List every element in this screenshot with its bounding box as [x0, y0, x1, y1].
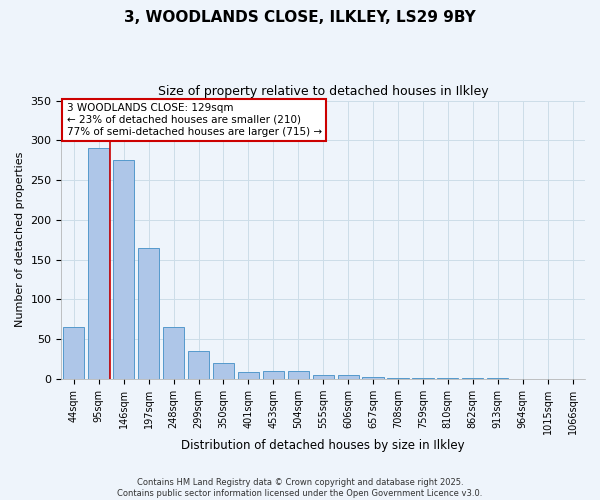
Bar: [362, 378, 383, 379]
Bar: [238, 372, 259, 379]
Y-axis label: Number of detached properties: Number of detached properties: [15, 152, 25, 328]
Bar: [63, 327, 85, 379]
Bar: [388, 378, 409, 379]
Bar: [313, 375, 334, 379]
Text: 3, WOODLANDS CLOSE, ILKLEY, LS29 9BY: 3, WOODLANDS CLOSE, ILKLEY, LS29 9BY: [124, 10, 476, 25]
Bar: [338, 375, 359, 379]
Bar: [113, 160, 134, 379]
Bar: [437, 378, 458, 379]
Bar: [263, 371, 284, 379]
Bar: [412, 378, 434, 379]
Bar: [163, 327, 184, 379]
Text: Contains HM Land Registry data © Crown copyright and database right 2025.
Contai: Contains HM Land Registry data © Crown c…: [118, 478, 482, 498]
Bar: [287, 371, 309, 379]
Bar: [188, 351, 209, 379]
Bar: [138, 248, 159, 379]
Text: 3 WOODLANDS CLOSE: 129sqm
← 23% of detached houses are smaller (210)
77% of semi: 3 WOODLANDS CLOSE: 129sqm ← 23% of detac…: [67, 104, 322, 136]
Bar: [88, 148, 109, 379]
Bar: [213, 363, 234, 379]
X-axis label: Distribution of detached houses by size in Ilkley: Distribution of detached houses by size …: [181, 440, 465, 452]
Title: Size of property relative to detached houses in Ilkley: Size of property relative to detached ho…: [158, 85, 488, 98]
